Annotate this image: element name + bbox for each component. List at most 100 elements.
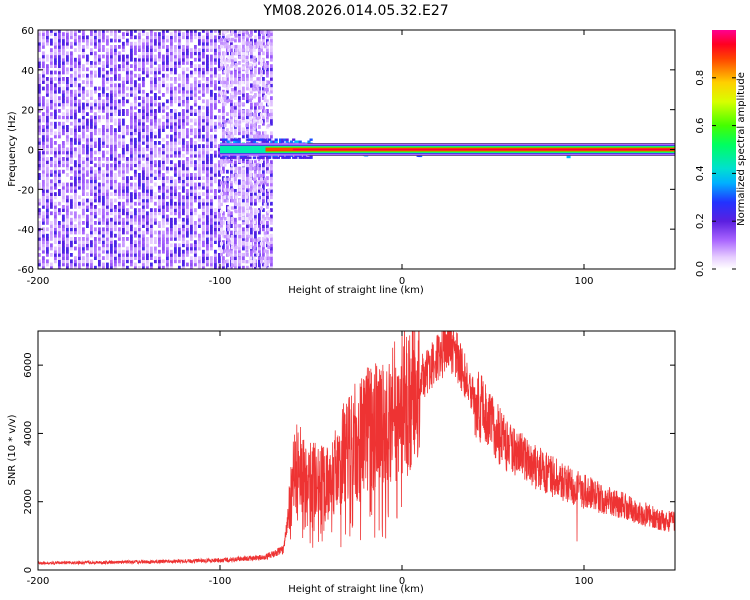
heatmap-cell: [94, 30, 97, 33]
heatmap-cell: [186, 93, 189, 97]
heatmap-cell: [178, 233, 181, 238]
heatmap-cell: [138, 217, 141, 222]
heatmap-cell: [166, 77, 169, 81]
heatmap-cell: [270, 179, 273, 184]
heatmap-cell: [270, 134, 273, 139]
heatmap-cell: [210, 233, 213, 238]
heatmap-cell: [70, 41, 73, 46]
heatmap-cell: [130, 192, 133, 196]
heatmap-cell: [186, 205, 189, 209]
heatmap-cell: [238, 128, 241, 132]
heatmap-cell: [270, 249, 273, 254]
heatmap-cell: [182, 189, 185, 193]
heatmap-cell: [122, 166, 125, 171]
heatmap-cell: [210, 237, 213, 241]
heatmap-cell: [54, 41, 57, 46]
heatmap-cell: [102, 45, 105, 49]
heatmap-cell: [178, 192, 181, 196]
heatmap-cell: [206, 118, 209, 123]
heatmap-cell: [110, 105, 113, 110]
heatmap-cell: [106, 246, 109, 251]
heatmap-cell: [223, 231, 227, 235]
heatmap-cell: [266, 73, 269, 78]
heatmap-cell: [222, 189, 225, 193]
heatmap-cell: [222, 57, 225, 62]
heatmap-cell: [126, 77, 129, 81]
heatmap-cell: [66, 67, 69, 72]
heatmap-cell: [190, 147, 193, 152]
heatmap-cell: [98, 173, 101, 177]
heatmap-cell: [158, 105, 161, 110]
heatmap-cell: [130, 77, 133, 81]
heatmap-cell: [130, 249, 133, 254]
heatmap-cell: [254, 41, 257, 46]
heatmap-cell: [270, 246, 273, 251]
heatmap-cell: [54, 57, 57, 62]
heatmap-cell: [223, 260, 227, 264]
heatmap-cell: [242, 221, 245, 225]
heatmap-cell: [206, 169, 209, 174]
heatmap-cell: [142, 201, 145, 206]
heatmap-cell: [256, 116, 260, 120]
heatmap-cell: [258, 35, 261, 40]
heatmap-cell: [266, 99, 269, 104]
heatmap-cell: [166, 83, 169, 88]
heatmap-cell: [248, 138, 252, 141]
heatmap-cell: [158, 121, 161, 126]
heatmap-cell: [46, 112, 49, 116]
heatmap-cell: [266, 179, 269, 184]
heatmap-cell: [249, 109, 253, 113]
heatmap-cell: [182, 141, 185, 145]
heatmap-cell: [174, 99, 177, 104]
heatmap-cell: [146, 227, 149, 232]
heatmap-cell: [130, 80, 133, 84]
heatmap-cell: [86, 205, 89, 209]
heatmap-cell: [170, 102, 173, 107]
heatmap-cell: [214, 224, 217, 228]
heatmap-cell: [122, 195, 125, 200]
heatmap-cell: [182, 83, 185, 88]
heatmap-cell: [58, 86, 61, 91]
heatmap-cell: [162, 246, 165, 251]
heatmap-cell: [138, 102, 141, 107]
heatmap-cell: [114, 160, 117, 164]
heatmap-cell: [62, 237, 65, 241]
heatmap-cell: [122, 118, 125, 123]
heatmap-cell: [90, 192, 93, 196]
heatmap-cell: [118, 51, 121, 56]
heatmap-cell: [150, 253, 153, 257]
heatmap-cell: [178, 237, 181, 241]
heatmap-cell: [110, 51, 113, 56]
heatmap-cell: [223, 70, 227, 74]
heatmap-cell: [234, 253, 237, 257]
heatmap-cell: [134, 262, 137, 267]
heatmap-cell: [249, 234, 253, 239]
heatmap-cell: [214, 99, 217, 104]
heatmap-cell: [142, 112, 145, 116]
heatmap-cell: [58, 179, 61, 184]
heatmap-cell: [150, 198, 153, 203]
heatmap-cell: [158, 80, 161, 84]
heatmap-cell: [50, 201, 53, 206]
heatmap-cell: [182, 131, 185, 136]
heatmap-cell: [230, 214, 233, 219]
heatmap-cell: [58, 35, 61, 40]
heatmap-cell: [202, 169, 205, 174]
heatmap-cell: [258, 70, 261, 75]
heatmap-cell: [262, 249, 265, 254]
heatmap-cell: [126, 128, 129, 132]
heatmap-cell: [266, 253, 269, 257]
heatmap-cell: [106, 176, 109, 180]
heatmap-cell: [78, 86, 81, 91]
heatmap-cell: [258, 224, 261, 228]
heatmap-cell: [234, 237, 237, 241]
heatmap-cell: [190, 192, 193, 196]
heatmap-cell: [138, 214, 141, 219]
heatmap-cell: [94, 192, 97, 196]
heatmap-cell: [170, 160, 173, 164]
heatmap-cell: [202, 89, 205, 94]
heatmap-cell: [90, 150, 93, 155]
heatmap-cell: [250, 230, 253, 235]
heatmap-cell: [270, 57, 273, 62]
heatmap-cell: [274, 156, 278, 159]
